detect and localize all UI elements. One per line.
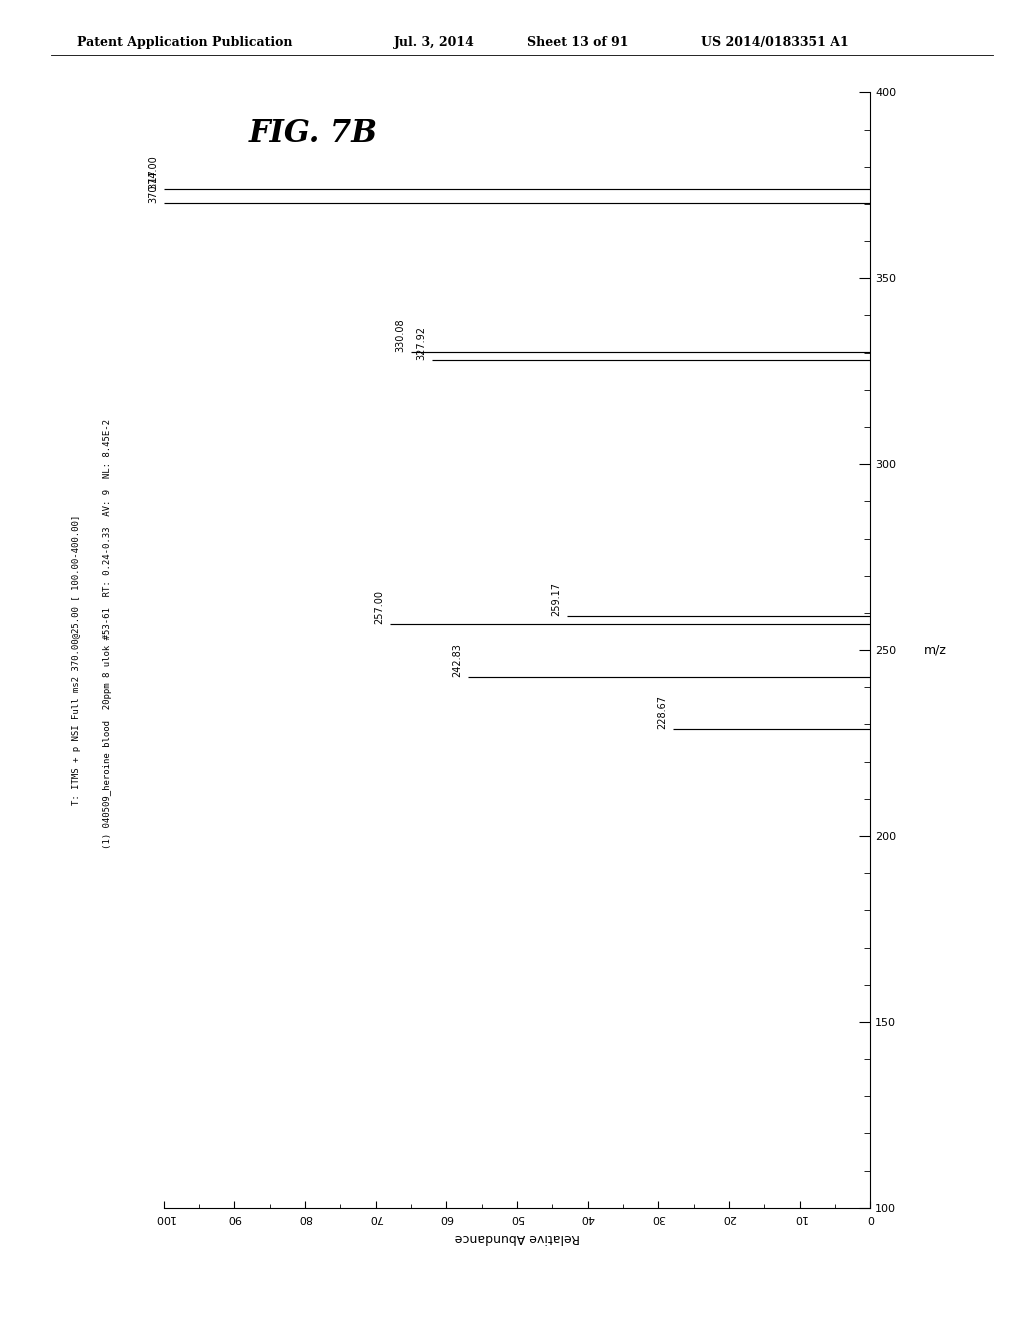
Text: 370.17: 370.17 (148, 169, 159, 203)
Text: 374.00: 374.00 (148, 156, 159, 189)
Text: Sheet 13 of 91: Sheet 13 of 91 (527, 36, 629, 49)
Text: 257.00: 257.00 (375, 590, 384, 624)
Text: (1) 040509_heroine blood  20ppm 8 ulok #53-61  RT: 0.24-0.33  AV: 9  NL: 8.45E-2: (1) 040509_heroine blood 20ppm 8 ulok #5… (103, 418, 112, 849)
Text: 228.67: 228.67 (657, 696, 667, 730)
Text: FIG. 7B: FIG. 7B (249, 119, 378, 149)
Text: 327.92: 327.92 (417, 326, 427, 360)
Text: 330.08: 330.08 (395, 318, 406, 352)
Text: T: ITMS + p NSI Full ms2 370.00@25.00 [ 100.00-400.00]: T: ITMS + p NSI Full ms2 370.00@25.00 [ … (73, 515, 81, 805)
Text: Jul. 3, 2014: Jul. 3, 2014 (394, 36, 475, 49)
X-axis label: Relative Abundance: Relative Abundance (455, 1232, 580, 1243)
Text: Patent Application Publication: Patent Application Publication (77, 36, 292, 49)
Text: 259.17: 259.17 (551, 582, 561, 616)
Y-axis label: m/z: m/z (924, 644, 947, 656)
Text: US 2014/0183351 A1: US 2014/0183351 A1 (701, 36, 849, 49)
Text: 242.83: 242.83 (452, 643, 462, 677)
